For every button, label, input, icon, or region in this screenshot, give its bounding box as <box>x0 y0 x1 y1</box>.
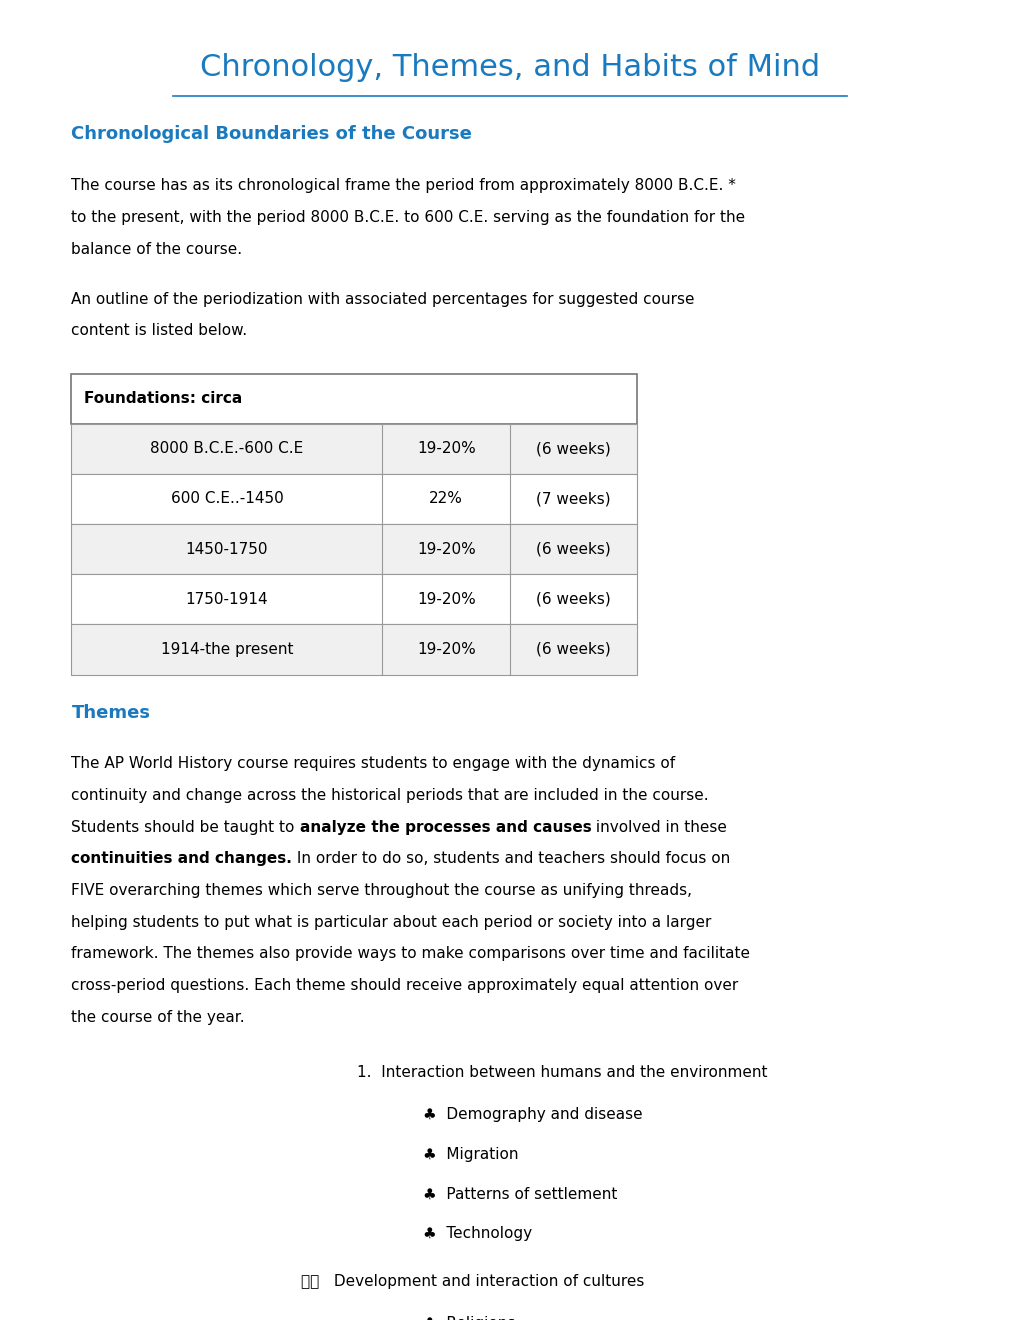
Text: 📄📀   Development and interaction of cultures: 📄📀 Development and interaction of cultur… <box>301 1274 644 1288</box>
Text: ♣  Religions: ♣ Religions <box>423 1316 516 1320</box>
FancyBboxPatch shape <box>71 624 637 675</box>
Text: continuity and change across the historical periods that are included in the cou: continuity and change across the histori… <box>71 788 708 803</box>
FancyBboxPatch shape <box>71 474 637 524</box>
Text: 19-20%: 19-20% <box>417 541 475 557</box>
FancyBboxPatch shape <box>71 524 637 574</box>
Text: 22%: 22% <box>429 491 463 507</box>
Text: 600 C.E..-1450: 600 C.E..-1450 <box>170 491 283 507</box>
FancyBboxPatch shape <box>71 424 637 474</box>
Text: the course of the year.: the course of the year. <box>71 1010 245 1024</box>
Text: Foundations: circa: Foundations: circa <box>84 391 242 407</box>
Text: 8000 B.C.E.-600 C.E: 8000 B.C.E.-600 C.E <box>150 441 304 457</box>
Text: continuities and changes.: continuities and changes. <box>71 851 292 866</box>
Text: analyze the processes and causes: analyze the processes and causes <box>300 820 591 834</box>
Text: cross-period questions. Each theme should receive approximately equal attention : cross-period questions. Each theme shoul… <box>71 978 738 993</box>
Text: to the present, with the period 8000 B.C.E. to 600 C.E. serving as the foundatio: to the present, with the period 8000 B.C… <box>71 210 745 224</box>
FancyBboxPatch shape <box>71 574 637 624</box>
Text: 19-20%: 19-20% <box>417 642 475 657</box>
Text: (6 weeks): (6 weeks) <box>536 642 610 657</box>
Text: ♣  Technology: ♣ Technology <box>423 1226 532 1241</box>
Text: The course has as its chronological frame the period from approximately 8000 B.C: The course has as its chronological fram… <box>71 178 736 193</box>
Text: 1914-the present: 1914-the present <box>161 642 292 657</box>
Text: involved in these: involved in these <box>591 820 727 834</box>
Text: The AP World History course requires students to engage with the dynamics of: The AP World History course requires stu… <box>71 756 675 771</box>
Text: Chronology, Themes, and Habits of Mind: Chronology, Themes, and Habits of Mind <box>200 53 819 82</box>
Text: An outline of the periodization with associated percentages for suggested course: An outline of the periodization with ass… <box>71 292 694 306</box>
Text: 1450-1750: 1450-1750 <box>185 541 268 557</box>
Text: (6 weeks): (6 weeks) <box>536 591 610 607</box>
Text: helping students to put what is particular about each period or society into a l: helping students to put what is particul… <box>71 915 711 929</box>
Text: (7 weeks): (7 weeks) <box>536 491 610 507</box>
Text: (6 weeks): (6 weeks) <box>536 441 610 457</box>
Text: 1.  Interaction between humans and the environment: 1. Interaction between humans and the en… <box>357 1065 766 1080</box>
Text: In order to do so, students and teachers should focus on: In order to do so, students and teachers… <box>292 851 730 866</box>
Text: Students should be taught to: Students should be taught to <box>71 820 300 834</box>
Text: ♣  Demography and disease: ♣ Demography and disease <box>423 1107 642 1122</box>
Text: 19-20%: 19-20% <box>417 441 475 457</box>
Text: FIVE overarching themes which serve throughout the course as unifying threads,: FIVE overarching themes which serve thro… <box>71 883 692 898</box>
Text: framework. The themes also provide ways to make comparisons over time and facili: framework. The themes also provide ways … <box>71 946 750 961</box>
Text: balance of the course.: balance of the course. <box>71 242 243 256</box>
Text: ♣  Migration: ♣ Migration <box>423 1147 519 1162</box>
FancyBboxPatch shape <box>71 374 637 424</box>
Text: Chronological Boundaries of the Course: Chronological Boundaries of the Course <box>71 125 472 144</box>
Text: content is listed below.: content is listed below. <box>71 323 248 338</box>
Text: ♣  Patterns of settlement: ♣ Patterns of settlement <box>423 1187 618 1201</box>
Text: Themes: Themes <box>71 704 150 722</box>
Text: 1750-1914: 1750-1914 <box>185 591 268 607</box>
Text: 19-20%: 19-20% <box>417 591 475 607</box>
Text: (6 weeks): (6 weeks) <box>536 541 610 557</box>
